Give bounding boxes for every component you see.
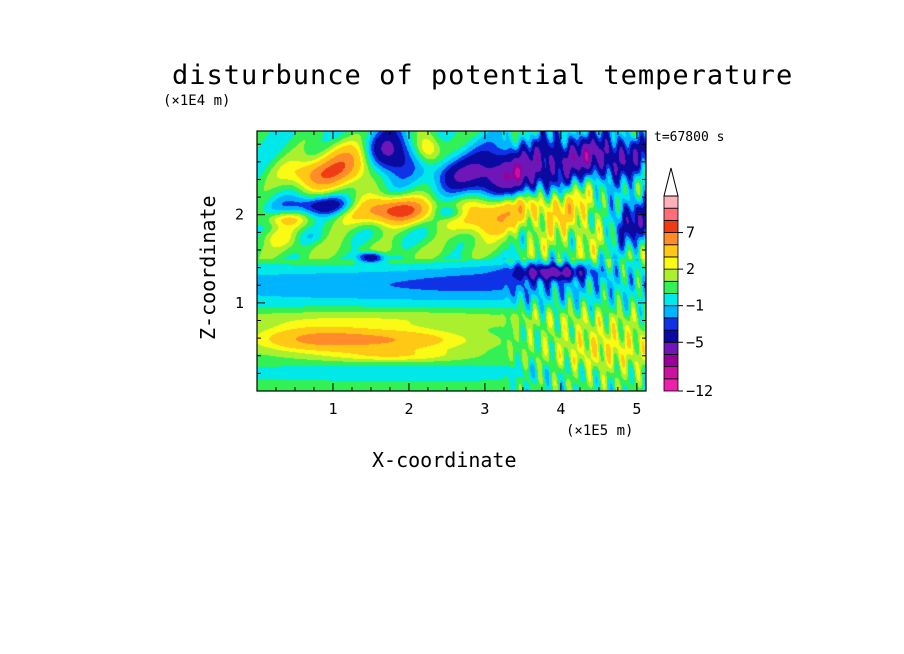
colorbar-swatch bbox=[663, 280, 679, 294]
x-tick-label: 5 bbox=[632, 400, 641, 418]
y-tick-label: 2 bbox=[235, 206, 244, 224]
colorbar-label: 2 bbox=[686, 260, 695, 278]
colorbar-label: −12 bbox=[686, 382, 713, 400]
colorbar-label: −1 bbox=[686, 297, 704, 315]
colorbar-swatch bbox=[663, 256, 679, 270]
colorbar-swatch bbox=[663, 207, 679, 221]
colorbar-swatch bbox=[663, 341, 679, 355]
colorbar-label: −5 bbox=[686, 333, 704, 351]
y-tick-label: 1 bbox=[235, 294, 244, 312]
colorbar-extend-arrow bbox=[663, 167, 679, 197]
colorbar-swatch bbox=[663, 195, 679, 209]
colorbar-swatch bbox=[663, 305, 679, 319]
x-tick-label: 2 bbox=[404, 400, 413, 418]
colorbar-swatch bbox=[663, 329, 679, 343]
y-axis-unit: (×1E4 m) bbox=[163, 93, 231, 109]
x-axis-unit: (×1E5 m) bbox=[566, 423, 634, 439]
x-axis-label: X-coordinate bbox=[372, 448, 517, 472]
colorbar-swatch bbox=[663, 293, 679, 307]
chart-title: disturbunce of potential temperature bbox=[172, 60, 794, 91]
colorbar-swatch bbox=[663, 366, 679, 380]
colorbar-swatch bbox=[663, 232, 679, 246]
colorbar-swatch bbox=[663, 317, 679, 331]
contour-field bbox=[257, 131, 646, 391]
colorbar-swatch bbox=[663, 268, 679, 282]
colorbar-label: 7 bbox=[686, 224, 695, 242]
colorbar-swatch bbox=[663, 219, 679, 233]
time-label: t=67800 s bbox=[654, 130, 725, 145]
x-tick-label: 3 bbox=[480, 400, 489, 418]
x-tick-label: 1 bbox=[328, 400, 337, 418]
axes-layer: 1 2 3 4 5 1 2 bbox=[235, 131, 646, 418]
colorbar: 7 2 −1 −5 −12 bbox=[663, 167, 713, 400]
colorbar-swatch bbox=[663, 244, 679, 258]
x-tick-label: 4 bbox=[556, 400, 565, 418]
colorbar-swatch bbox=[663, 378, 679, 392]
plot-frame bbox=[256, 130, 647, 392]
colorbar-swatch bbox=[663, 354, 679, 368]
